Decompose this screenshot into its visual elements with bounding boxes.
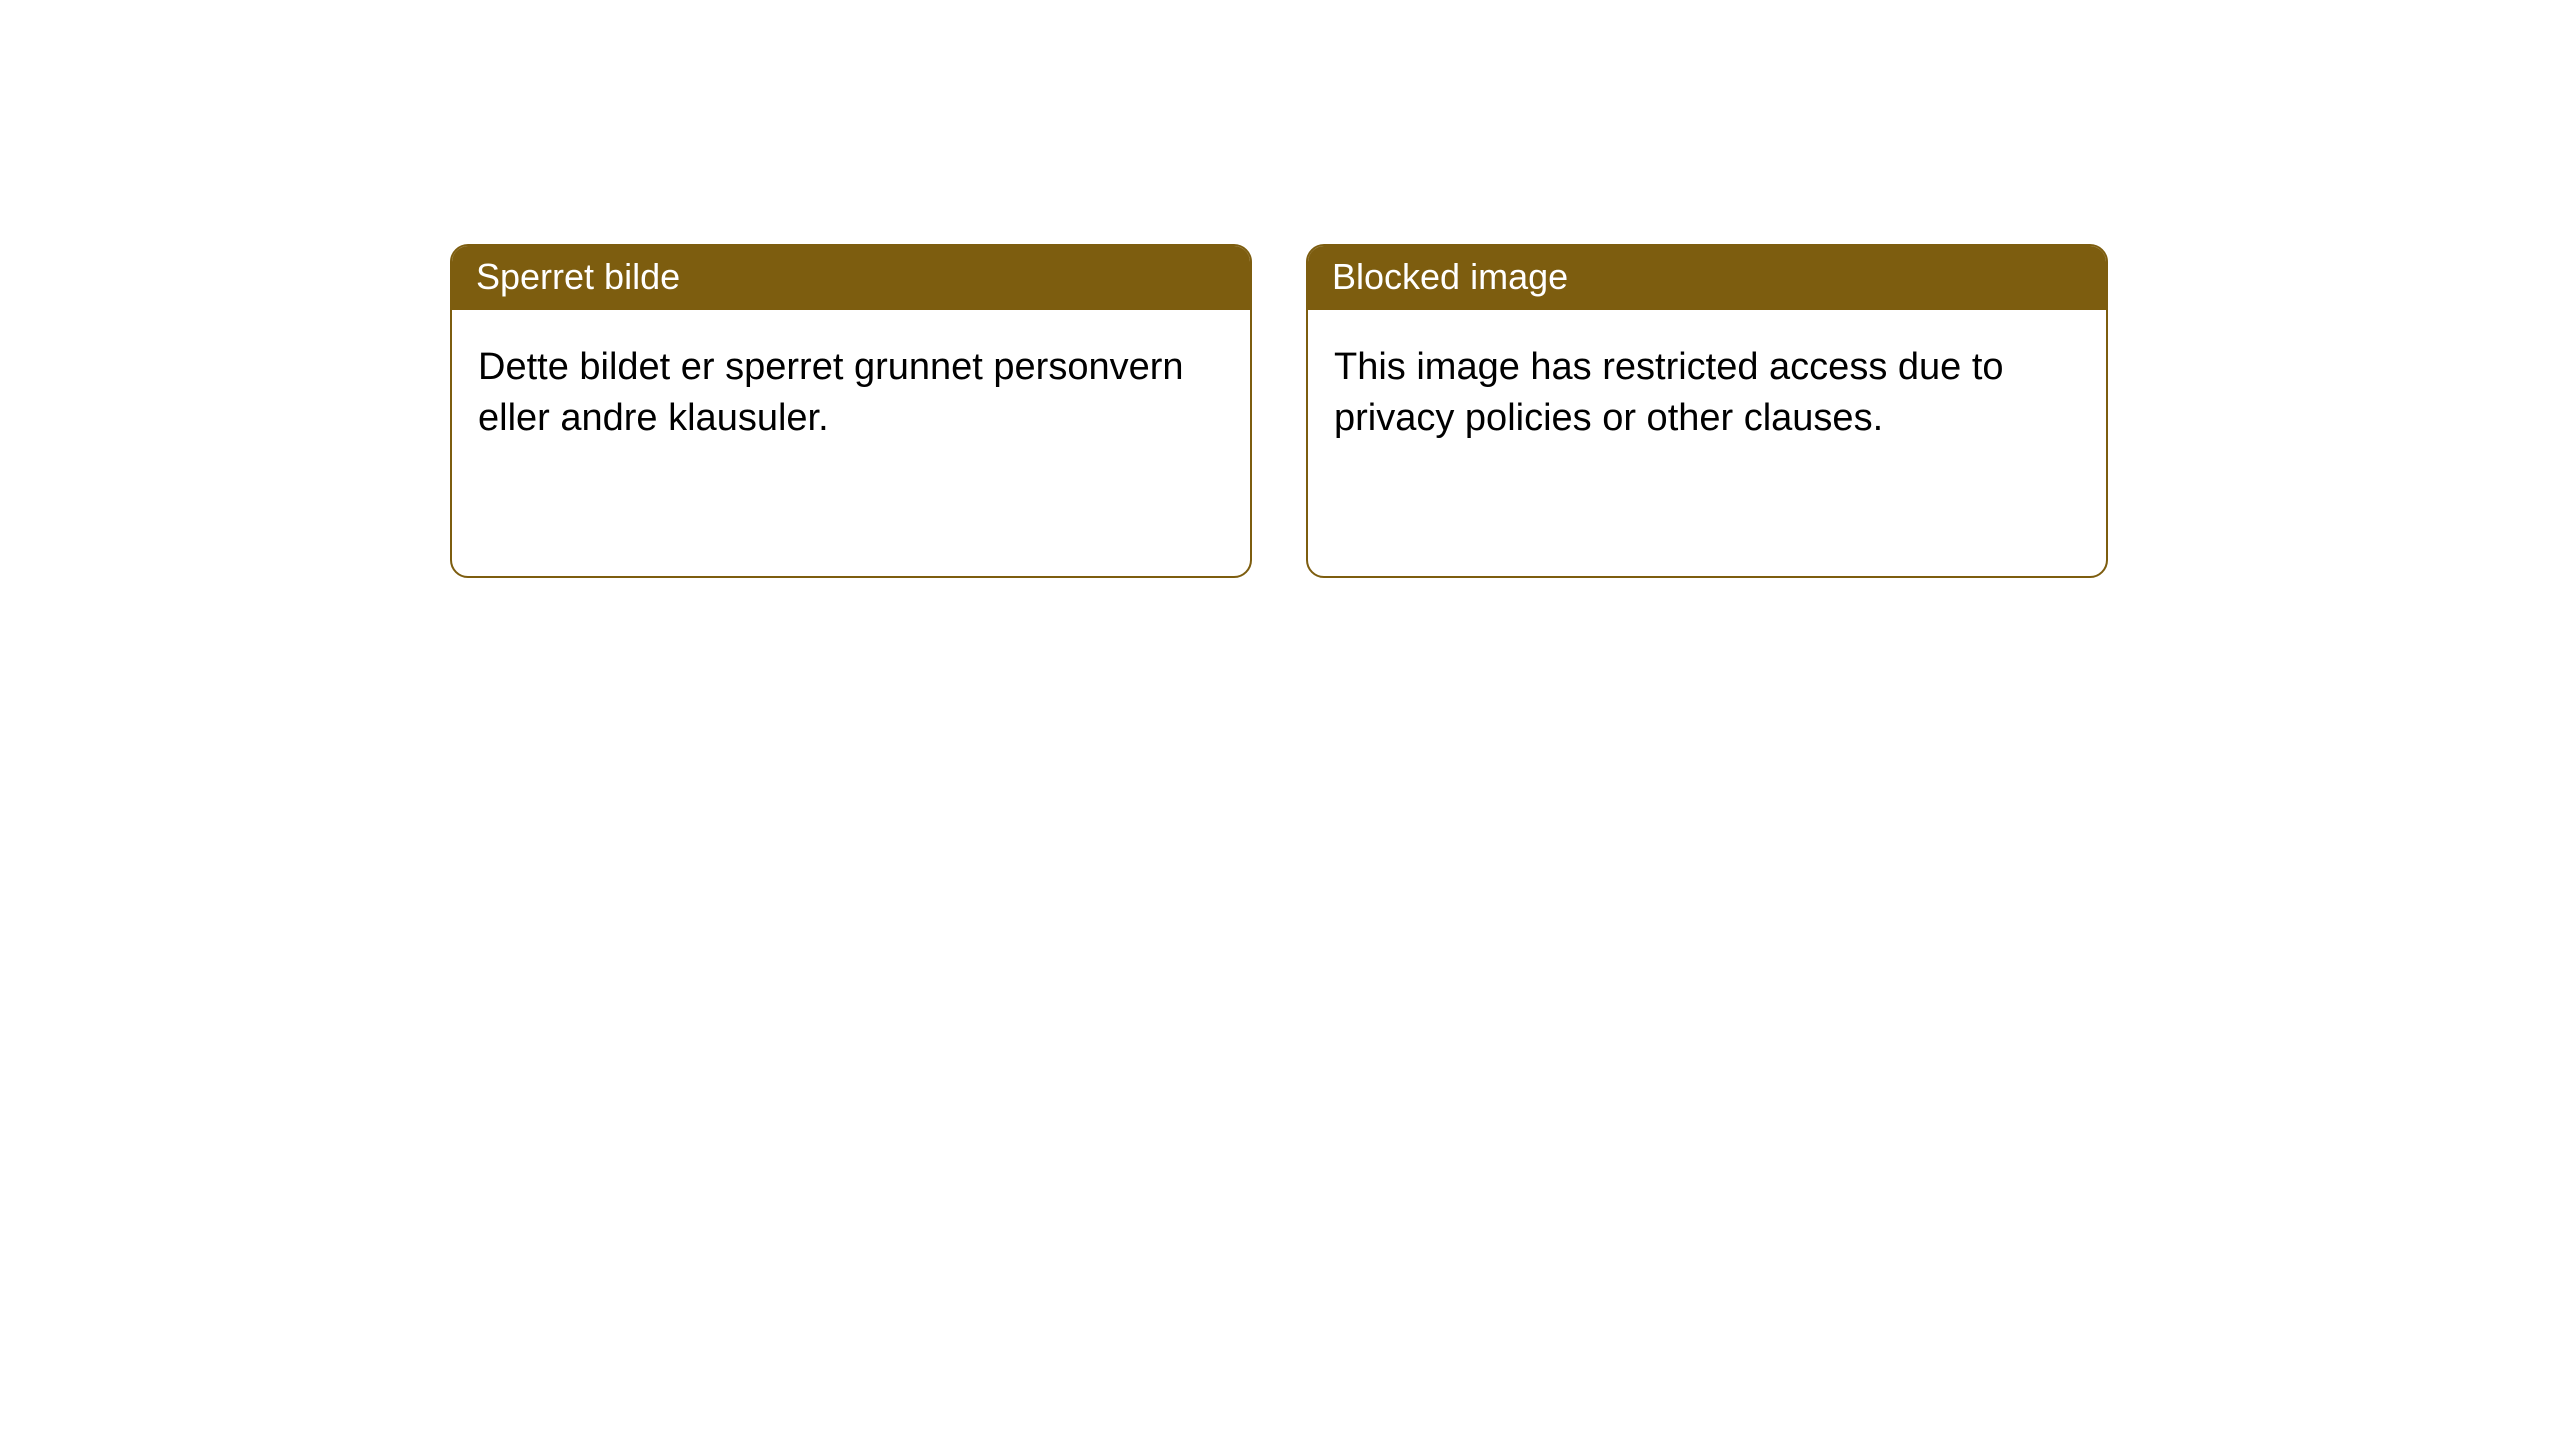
card-title: Sperret bilde	[476, 256, 680, 297]
card-title: Blocked image	[1332, 256, 1568, 297]
card-body-text: Dette bildet er sperret grunnet personve…	[478, 346, 1184, 439]
card-header: Blocked image	[1308, 246, 2106, 310]
card-header: Sperret bilde	[452, 246, 1250, 310]
card-container: Sperret bilde Dette bildet er sperret gr…	[0, 0, 2560, 578]
card-body: Dette bildet er sperret grunnet personve…	[452, 310, 1250, 469]
blocked-image-card-no: Sperret bilde Dette bildet er sperret gr…	[450, 244, 1252, 578]
card-body: This image has restricted access due to …	[1308, 310, 2106, 469]
card-body-text: This image has restricted access due to …	[1334, 346, 2004, 439]
blocked-image-card-en: Blocked image This image has restricted …	[1306, 244, 2108, 578]
